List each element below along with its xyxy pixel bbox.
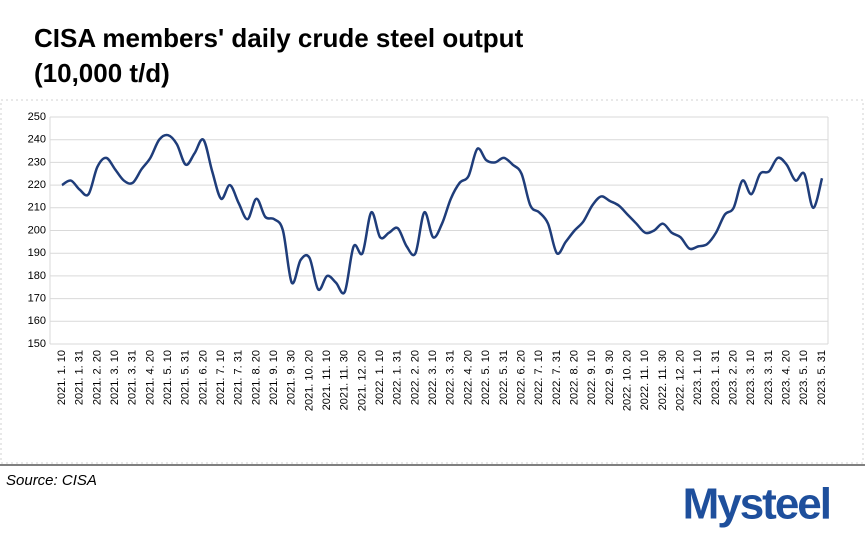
x-tick-label: 2021. 1. 10	[56, 350, 68, 405]
y-tick-label: 170	[28, 293, 46, 305]
x-tick-label: 2021. 11. 10	[321, 350, 333, 410]
x-tick-label: 2023. 3. 10	[745, 350, 757, 405]
chart-title: CISA members' daily crude steel output	[34, 23, 524, 53]
x-tick-label: 2022. 9. 10	[586, 350, 598, 405]
y-tick-label: 230	[28, 156, 46, 168]
x-tick-label: 2023. 1. 31	[710, 350, 722, 405]
y-tick-label: 150	[28, 338, 46, 350]
x-tick-label: 2022. 7. 10	[533, 350, 545, 405]
x-tick-label: 2021. 2. 20	[91, 350, 103, 405]
x-tick-label: 2022. 2. 20	[409, 350, 421, 405]
y-tick-label: 190	[28, 247, 46, 259]
x-tick-label: 2022. 11. 30	[657, 350, 669, 410]
source: Source: CISA	[6, 472, 97, 489]
y-tick-label: 210	[28, 202, 46, 214]
x-tick-label: 2022. 3. 10	[427, 350, 439, 405]
y-tick-label: 220	[28, 179, 46, 191]
x-tick-label: 2022. 6. 20	[515, 350, 527, 405]
x-tick-label: 2021. 8. 20	[250, 350, 262, 405]
x-tick-label: 2021. 9. 30	[286, 350, 298, 405]
x-tick-label: 2023. 1. 10	[692, 350, 704, 405]
y-tick-label: 250	[28, 111, 46, 123]
x-tick-label: 2022. 1. 31	[392, 350, 404, 405]
y-tick-label: 160	[28, 315, 46, 327]
x-tick-label: 2022. 9. 30	[604, 350, 616, 405]
x-tick-label: 2021. 3. 10	[109, 350, 121, 405]
chart-frame	[0, 99, 864, 464]
x-tick-label: 2021. 11. 30	[339, 350, 351, 410]
x-tick-label: 2022. 10. 20	[621, 350, 633, 411]
chart-title: (10,000 t/d)	[34, 58, 170, 88]
x-tick-label: 2022. 11. 10	[639, 350, 651, 410]
x-tick-label: 2021. 7. 31	[233, 350, 245, 405]
x-tick-label: 2021. 1. 31	[74, 350, 86, 405]
x-tick-label: 2021. 5. 10	[162, 350, 174, 405]
y-tick-label: 240	[28, 134, 46, 146]
x-tick-label: 2022. 3. 31	[445, 350, 457, 405]
x-tick-label: 2022. 8. 20	[568, 350, 580, 405]
x-tick-label: 2021. 12. 20	[356, 350, 368, 411]
data-line	[61, 133, 824, 295]
x-tick-label: 2021. 5. 31	[180, 350, 192, 405]
x-tick-label: 2023. 4. 20	[781, 350, 793, 405]
x-tick-label: 2023. 2. 20	[728, 350, 740, 405]
y-tick-label: 180	[28, 270, 46, 282]
x-tick-label: 2023. 5. 31	[816, 350, 828, 405]
x-tick-label: 2022. 12. 20	[675, 350, 687, 411]
x-tick-label: 2021. 6. 20	[197, 350, 209, 405]
logo: Mysteel	[683, 480, 830, 529]
x-tick-label: 2023. 3. 31	[763, 350, 775, 405]
x-tick-label: 2022. 4. 20	[462, 350, 474, 405]
y-tick-label: 200	[28, 224, 46, 236]
x-tick-label: 2022. 7. 31	[551, 350, 563, 405]
x-tick-label: 2022. 5. 10	[480, 350, 492, 405]
x-tick-label: 2021. 10. 20	[303, 350, 315, 411]
x-tick-label: 2021. 7. 10	[215, 350, 227, 405]
x-tick-label: 2022. 5. 31	[498, 350, 510, 405]
x-tick-label: 2021. 4. 20	[144, 350, 156, 405]
x-tick-label: 2022. 1. 10	[374, 350, 386, 405]
x-tick-label: 2023. 5. 10	[798, 350, 810, 405]
x-tick-label: 2021. 9. 10	[268, 350, 280, 405]
x-tick-label: 2021. 3. 31	[127, 350, 139, 405]
